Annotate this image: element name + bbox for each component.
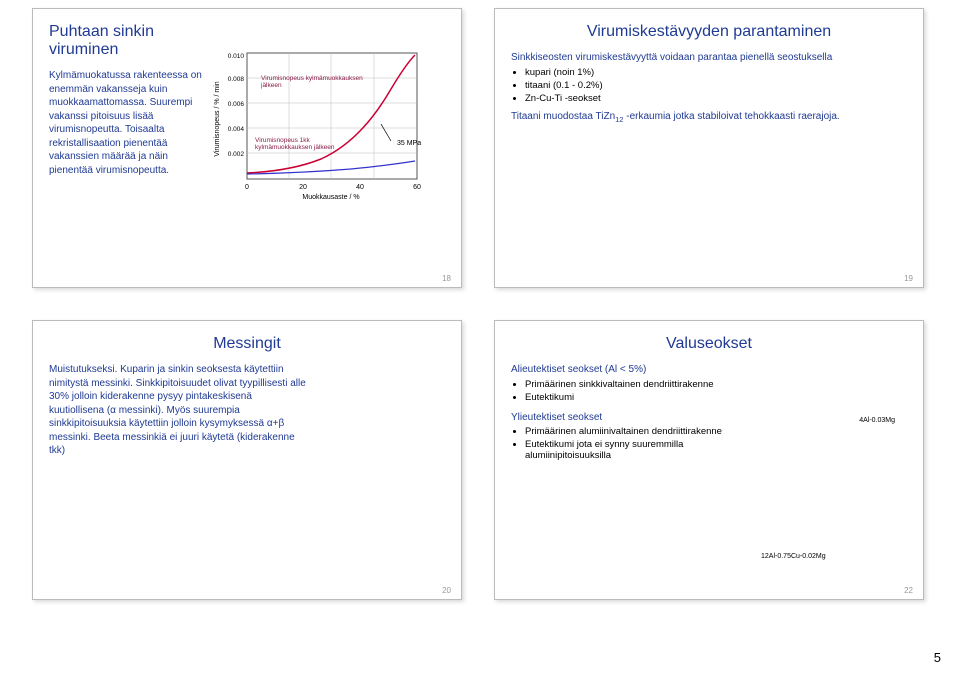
page-number: 18 [442,274,451,283]
slide-1: Puhtaan sinkin viruminen Kylmämuokatussa… [32,8,462,288]
xtick: 0 [245,184,249,191]
slide3-title: Messingit [49,335,445,353]
bullet: Zn-Cu-Ti -seokset [525,93,907,104]
micrograph-label-1: 4Al-0.03Mg [859,417,895,424]
bullet: Primäärinen alumiinivaltainen dendriitti… [525,426,761,437]
slide2-para: Sinkkiseosten virumiskestävyyttä voidaan… [511,51,907,65]
slide4-title: Valuseokset [511,335,907,353]
page-number: 20 [442,586,451,595]
creep-chart: 0.010 0.008 0.006 0.004 0.002 0 20 40 60… [211,49,441,199]
chart-annot: 35 MPa [397,140,421,147]
ytick: 0.008 [228,76,245,83]
slide-4: Valuseokset Alieutektiset seokset (Al < … [494,320,924,600]
slide4-h1: Alieutektiset seokset (Al < 5%) [511,363,761,377]
slide3-para: Muistutukseksi. Kuparin ja sinkin seokse… [49,363,309,458]
ytick: 0.002 [228,151,245,158]
slide1-title: Puhtaan sinkin viruminen [49,23,209,59]
ylabel: Virumisnopeus / % / min [214,81,221,156]
ytick: 0.004 [228,126,245,133]
page-number: 22 [904,586,913,595]
page-number: 19 [904,274,913,283]
bullet: Eutektikumi jota ei synny suuremmilla al… [525,439,761,461]
ytick: 0.010 [228,53,245,60]
chart-label-cold: Virumisnopeus kylmämuokkauksen jälkeen [261,75,371,89]
xlabel: Muokkausaste / % [302,194,359,199]
ytick: 0.006 [228,101,245,108]
slide2-title: Virumiskestävyyden parantaminen [511,23,907,41]
bullet: kupari (noin 1%) [525,67,907,78]
xtick: 20 [299,184,307,191]
xtick: 40 [356,184,364,191]
slide4-h2: Ylieutektiset seokset [511,411,761,425]
bullet: Eutektikumi [525,392,761,403]
bullet: Primäärinen sinkkivaltainen dendriittira… [525,379,761,390]
xtick: 60 [413,184,421,191]
sheet-page-number: 5 [934,650,941,665]
bullet: titaani (0.1 - 0.2%) [525,80,907,91]
slide-3: Messingit Muistutukseksi. Kuparin ja sin… [32,320,462,600]
slide2-para2: Titaani muodostaa TiZn12 -erkaumia jotka… [511,110,907,125]
slide-2: Virumiskestävyyden parantaminen Sinkkise… [494,8,924,288]
chart-label-1kk: Virumisnopeus 1kk kylmämuokkauksen jälke… [255,137,365,151]
micrograph-label-2: 12Al-0.75Cu-0.02Mg [761,553,826,560]
slide1-para: Kylmämuokatussa rakenteessa on enemmän v… [49,69,209,177]
